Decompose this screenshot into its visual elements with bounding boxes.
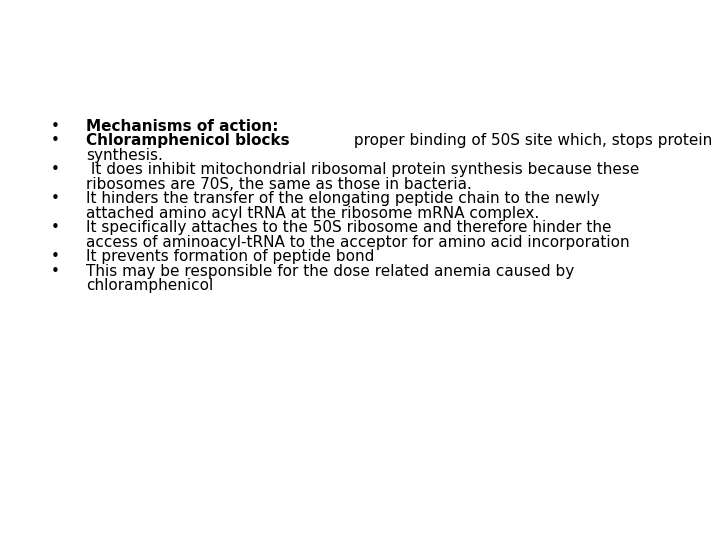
- Text: access of aminoacyl-tRNA to the acceptor for amino acid incorporation: access of aminoacyl-tRNA to the acceptor…: [86, 235, 630, 250]
- Text: synthesis.: synthesis.: [86, 148, 163, 163]
- Text: Mechanisms of action:: Mechanisms of action:: [86, 119, 279, 134]
- Text: Chloramphenicol blocks: Chloramphenicol blocks: [86, 133, 290, 148]
- Text: attached amino acyl tRNA at the ribosome mRNA complex.: attached amino acyl tRNA at the ribosome…: [86, 206, 540, 221]
- Text: It hinders the transfer of the elongating peptide chain to the newly: It hinders the transfer of the elongatin…: [86, 191, 600, 206]
- Text: ribosomes are 70S, the same as those in bacteria.: ribosomes are 70S, the same as those in …: [86, 177, 472, 192]
- Text: It specifically attaches to the 50S ribosome and therefore hinder the: It specifically attaches to the 50S ribo…: [86, 220, 612, 235]
- Text: •: •: [50, 163, 59, 177]
- Text: •: •: [50, 249, 59, 264]
- Text: •: •: [50, 220, 59, 235]
- Text: •: •: [50, 133, 59, 148]
- Text: •: •: [50, 191, 59, 206]
- Text: proper binding of 50S site which, stops protein: proper binding of 50S site which, stops …: [349, 133, 712, 148]
- Text: It prevents formation of peptide bond: It prevents formation of peptide bond: [86, 249, 375, 264]
- Text: chloramphenicol: chloramphenicol: [86, 278, 214, 293]
- Text: •: •: [50, 264, 59, 279]
- Text: This may be responsible for the dose related anemia caused by: This may be responsible for the dose rel…: [86, 264, 575, 279]
- Text: •: •: [50, 119, 59, 134]
- Text: It does inhibit mitochondrial ribosomal protein synthesis because these: It does inhibit mitochondrial ribosomal …: [86, 163, 640, 177]
